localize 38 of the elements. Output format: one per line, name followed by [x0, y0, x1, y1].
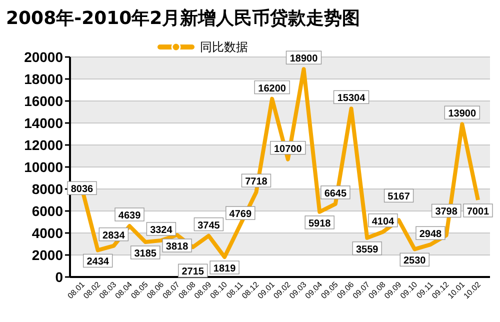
- data-label: 16200: [258, 83, 286, 94]
- chart-title: 2008年-2010年2月新增人民币贷款走势图: [6, 8, 360, 29]
- data-label: 15304: [337, 93, 366, 104]
- data-label: 3324: [150, 224, 173, 236]
- data-label: 13900: [448, 108, 476, 120]
- data-label: 3818: [166, 242, 189, 252]
- data-label: 5918: [308, 218, 332, 230]
- data-label: 4769: [229, 209, 252, 220]
- data-label: 2434: [86, 256, 110, 268]
- data-label: 2948: [419, 229, 442, 240]
- legend-label: 同比数据: [200, 40, 248, 54]
- data-label: 18900: [290, 54, 318, 65]
- data-label: 2530: [404, 256, 426, 267]
- data-label: 10700: [274, 144, 302, 155]
- y-tick-label: 18000: [24, 71, 64, 87]
- y-tick-label: 20000: [24, 49, 64, 65]
- data-label: 3745: [198, 220, 220, 232]
- data-label: 3559: [356, 244, 379, 256]
- y-tick-label: 4000: [32, 225, 64, 241]
- data-label: 3185: [134, 248, 157, 260]
- data-label: 3798: [435, 206, 458, 218]
- data-label: 4639: [118, 210, 142, 222]
- data-label: 2834: [102, 230, 126, 242]
- y-tick-label: 6000: [32, 203, 64, 219]
- data-label: 5167: [388, 192, 410, 203]
- y-tick-label: 0: [55, 269, 64, 285]
- data-label: 2715: [182, 266, 204, 278]
- data-label: 7718: [245, 176, 268, 188]
- y-tick-label: 8000: [32, 181, 64, 197]
- y-tick-label: 14000: [24, 115, 64, 131]
- data-label: 7001: [466, 206, 490, 218]
- data-label: 1819: [213, 263, 236, 274]
- data-label: 4104: [372, 216, 395, 228]
- y-tick-label: 2000: [32, 247, 64, 263]
- y-tick-label: 12000: [24, 137, 64, 153]
- y-tick-label: 16000: [24, 93, 64, 109]
- data-label: 6645: [324, 188, 347, 200]
- y-tick-label: 10000: [24, 159, 64, 175]
